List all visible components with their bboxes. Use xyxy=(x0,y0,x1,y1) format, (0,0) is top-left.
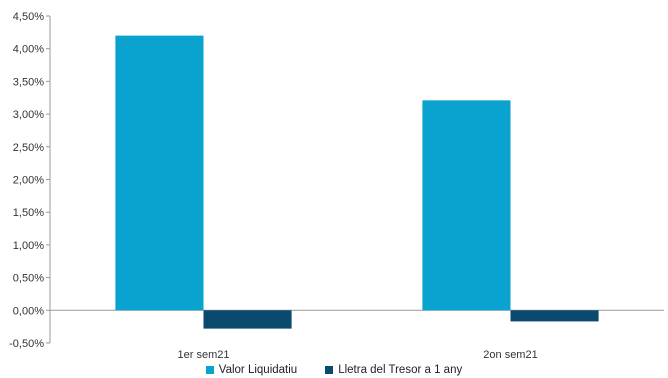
y-tick-label: 3,00% xyxy=(13,109,44,121)
y-axis-ticks: -0,50% 0,00% 0,50% 1,00% 1,50% 2,00% 2,50% 3,00… xyxy=(9,11,50,350)
legend: Valor Liquidatiu Lletra del Tresor a 1 a… xyxy=(0,364,668,376)
y-tick-label: 3,50% xyxy=(13,76,44,88)
y-tick-label: -0,50% xyxy=(9,338,44,350)
y-tick-label: 2,50% xyxy=(13,142,44,154)
legend-item-valor-liquidatiu: Valor Liquidatiu xyxy=(205,364,298,376)
bar-series xyxy=(115,35,599,329)
legend-swatch-lletra-tresor xyxy=(325,366,334,374)
legend-label-lletra-tresor: Lletra del Tresor a 1 any xyxy=(338,364,463,376)
x-axis-labels: 1er sem21 2on sem21 xyxy=(178,349,538,361)
bar-lletra-tresor-2 xyxy=(510,310,599,322)
legend-swatch-valor-liquidatiu xyxy=(205,366,214,374)
y-tick-label: 0,50% xyxy=(13,273,44,285)
y-tick-label: 4,50% xyxy=(13,11,44,23)
x-category-label: 2on sem21 xyxy=(483,349,537,361)
y-tick-label: 1,50% xyxy=(13,207,44,219)
bar-valor-liquidatiu-2 xyxy=(422,100,511,311)
bar-lletra-tresor-1 xyxy=(203,310,292,329)
y-tick-label: 2,00% xyxy=(13,175,44,187)
y-tick-label: 4,00% xyxy=(13,44,44,56)
bar-valor-liquidatiu-1 xyxy=(115,35,204,311)
legend-label-valor-liquidatiu: Valor Liquidatiu xyxy=(218,364,298,376)
y-tick-label: 1,00% xyxy=(13,240,44,252)
y-tick-label: 0,00% xyxy=(13,305,44,317)
legend-item-lletra-tresor: Lletra del Tresor a 1 any xyxy=(325,364,462,376)
x-category-label: 1er sem21 xyxy=(178,349,230,361)
